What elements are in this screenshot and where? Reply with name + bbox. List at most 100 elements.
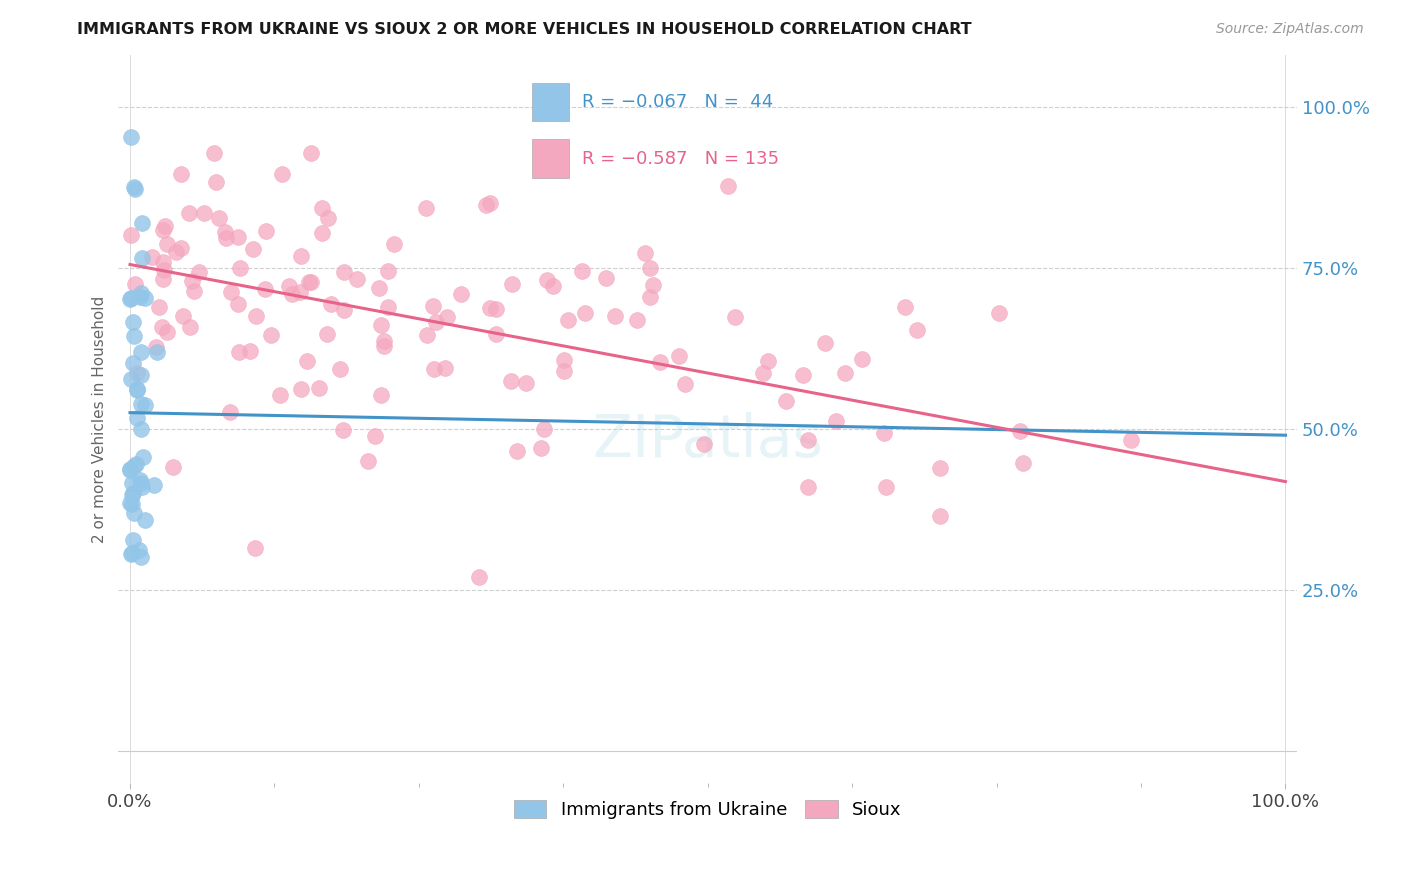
Point bbox=[165, 245, 187, 260]
Point bbox=[1008, 425, 1031, 439]
Point bbox=[148, 300, 170, 314]
Point bbox=[131, 476, 153, 491]
Point bbox=[377, 264, 399, 278]
Point bbox=[1012, 456, 1035, 470]
Point bbox=[124, 457, 146, 471]
Point bbox=[553, 353, 575, 368]
Point bbox=[172, 309, 194, 323]
Point bbox=[370, 318, 392, 332]
Point bbox=[120, 129, 142, 144]
Point bbox=[120, 463, 142, 477]
Point bbox=[501, 277, 523, 292]
Point bbox=[245, 309, 267, 323]
Point bbox=[717, 179, 740, 194]
Point bbox=[905, 323, 928, 337]
Point bbox=[122, 180, 145, 194]
Point bbox=[346, 272, 368, 286]
Point bbox=[329, 361, 352, 376]
Point bbox=[132, 450, 155, 465]
Point bbox=[125, 383, 148, 397]
Point bbox=[571, 264, 593, 278]
Point bbox=[179, 320, 201, 334]
Point bbox=[120, 547, 142, 561]
Point bbox=[218, 405, 240, 419]
Point bbox=[226, 230, 249, 244]
Point bbox=[205, 175, 228, 189]
Point bbox=[281, 287, 304, 301]
Point bbox=[152, 255, 174, 269]
Point bbox=[603, 309, 626, 323]
Point bbox=[142, 477, 165, 491]
Point bbox=[254, 224, 277, 238]
Point bbox=[170, 241, 193, 255]
Point bbox=[370, 387, 392, 401]
Point bbox=[499, 374, 522, 388]
Point bbox=[134, 291, 156, 305]
Point bbox=[162, 460, 184, 475]
Point bbox=[228, 345, 250, 359]
Point bbox=[693, 437, 716, 451]
Point bbox=[533, 422, 555, 436]
Point bbox=[125, 382, 148, 396]
Point bbox=[311, 201, 333, 215]
Point bbox=[536, 273, 558, 287]
Point bbox=[332, 302, 354, 317]
Point bbox=[129, 473, 152, 487]
Point bbox=[415, 201, 437, 215]
Point bbox=[129, 550, 152, 565]
Point bbox=[120, 228, 142, 243]
Point bbox=[515, 376, 537, 391]
Point bbox=[150, 320, 173, 334]
Point bbox=[724, 310, 747, 324]
Point bbox=[434, 360, 457, 375]
Point bbox=[332, 423, 354, 437]
Point bbox=[120, 461, 142, 475]
Point bbox=[228, 297, 250, 311]
Point bbox=[541, 279, 564, 293]
Point bbox=[422, 299, 444, 313]
Point bbox=[873, 426, 896, 441]
Point bbox=[553, 363, 575, 377]
Point bbox=[152, 272, 174, 286]
Point bbox=[797, 480, 820, 494]
Point bbox=[254, 282, 277, 296]
Point bbox=[505, 443, 527, 458]
Point bbox=[875, 481, 897, 495]
Point bbox=[290, 382, 312, 396]
Point bbox=[851, 351, 873, 366]
Point bbox=[219, 285, 242, 299]
Point bbox=[214, 225, 236, 239]
Point bbox=[180, 274, 202, 288]
Point bbox=[121, 356, 143, 370]
Point bbox=[153, 219, 176, 233]
Point bbox=[1121, 434, 1143, 448]
Point bbox=[129, 397, 152, 411]
Point bbox=[423, 361, 446, 376]
Point bbox=[299, 145, 322, 160]
Point bbox=[129, 285, 152, 300]
Point bbox=[814, 336, 837, 351]
Point bbox=[357, 454, 380, 468]
Point bbox=[668, 349, 690, 363]
Point bbox=[363, 429, 385, 443]
Point bbox=[626, 313, 648, 327]
Point bbox=[929, 508, 952, 523]
Point bbox=[557, 313, 579, 327]
Point bbox=[333, 265, 356, 279]
Point bbox=[308, 381, 330, 395]
Point bbox=[634, 246, 657, 260]
Point bbox=[595, 271, 617, 285]
Point bbox=[436, 310, 458, 324]
Point bbox=[321, 297, 343, 311]
Point bbox=[170, 167, 193, 181]
Point bbox=[129, 290, 152, 304]
Point bbox=[134, 513, 156, 527]
Point bbox=[121, 486, 143, 500]
Point bbox=[373, 334, 395, 349]
Point bbox=[121, 488, 143, 502]
Point bbox=[129, 422, 152, 436]
Point bbox=[129, 368, 152, 382]
Point bbox=[640, 260, 662, 275]
Point bbox=[122, 533, 145, 548]
Legend: Immigrants from Ukraine, Sioux: Immigrants from Ukraine, Sioux bbox=[506, 793, 908, 826]
